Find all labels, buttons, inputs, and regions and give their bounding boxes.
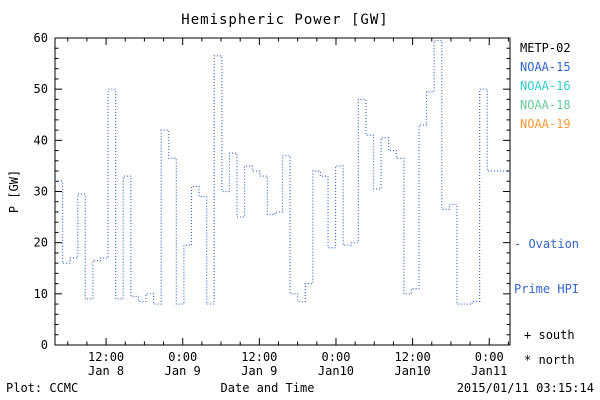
x-tick-time-label: 0:00 <box>168 350 197 364</box>
page-title: Hemispheric Power [GW] <box>181 12 389 28</box>
x-tick-time-label: 12:00 <box>395 350 431 364</box>
hpi-series-line <box>55 39 510 305</box>
x-tick-date-label: Jan11 <box>471 364 507 378</box>
y-tick-label: 30 <box>34 185 48 199</box>
north-asterisk-symbol: * <box>524 353 532 367</box>
legend-satellite: METP-02 <box>520 41 571 55</box>
y-tick-label: 0 <box>41 338 48 352</box>
ovation-label-line2: Prime HPI <box>514 282 580 296</box>
x-tick-date-label: Jan 9 <box>241 364 277 378</box>
x-tick-time-label: 0:00 <box>475 350 504 364</box>
legend-satellite: NOAA-15 <box>520 60 571 74</box>
x-tick-date-label: Jan10 <box>318 364 354 378</box>
legend-satellite: NOAA-19 <box>520 117 571 131</box>
x-tick-date-label: Jan 8 <box>88 364 124 378</box>
x-tick-time-label: 12:00 <box>88 350 124 364</box>
x-tick-date-label: Jan 9 <box>165 364 201 378</box>
legend-satellite: NOAA-18 <box>520 98 571 112</box>
x-tick-time-label: 0:00 <box>322 350 351 364</box>
y-tick-label: 50 <box>34 82 48 96</box>
footer: Plot: CCMC Date and Time 2015/01/11 03:1… <box>0 381 600 395</box>
y-tick-label: 40 <box>34 133 48 147</box>
plot-timestamp: 2015/01/11 03:15:14 <box>456 381 594 395</box>
x-tick-date-label: Jan10 <box>395 364 431 378</box>
ovation-label-line1: - Ovation <box>514 237 580 251</box>
x-tick-time-label: 12:00 <box>241 350 277 364</box>
plot-credit: Plot: CCMC <box>6 381 79 395</box>
south-plus-symbol: + <box>524 328 532 342</box>
legend-satellite: NOAA-16 <box>520 79 571 93</box>
marker-legend-north: * north <box>524 353 575 367</box>
ovation-prime-hpi-label: - Ovation Prime HPI <box>514 207 600 312</box>
x-axis-title: Date and Time <box>220 381 315 395</box>
satellite-legend: METP-02 NOAA-15 NOAA-16 NOAA-18 NOAA-19 <box>520 42 600 137</box>
y-tick-label: 10 <box>34 287 48 301</box>
y-tick-label: 60 <box>34 31 48 45</box>
marker-legend-south: + south <box>524 328 575 342</box>
y-tick-label: 20 <box>34 236 48 250</box>
south-label: south <box>538 328 575 342</box>
y-axis-title: P [GW] <box>7 170 21 213</box>
north-label: north <box>538 353 575 367</box>
